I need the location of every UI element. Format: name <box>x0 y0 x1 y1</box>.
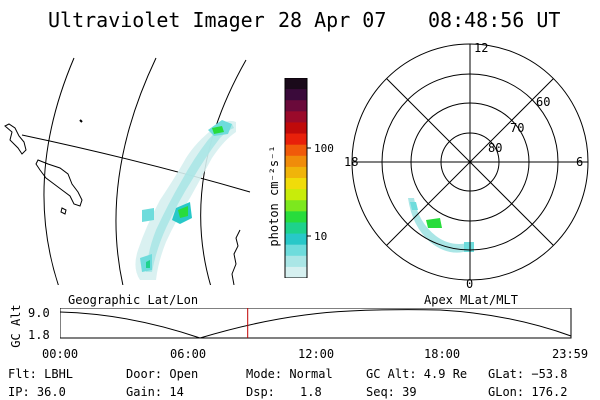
coastline-island <box>60 207 67 215</box>
dsp-label: Dsp: <box>246 385 275 399</box>
colorbar-stop <box>285 166 307 179</box>
mlt-axis <box>386 78 554 246</box>
colorbar-stop <box>285 100 307 112</box>
colorbar-stop <box>285 200 307 212</box>
coastline-mainland <box>231 229 241 285</box>
observation-time: 08:48:56 UT <box>428 8 561 32</box>
colorbar-stop <box>285 144 307 157</box>
gain-info: Gain: 14 <box>126 385 184 399</box>
coastline-south-island <box>35 159 83 207</box>
timeline-left-label: Geographic Lat/Lon <box>68 293 199 307</box>
colorbar-stop <box>285 211 307 223</box>
dsp-value: 1.8 <box>300 385 322 399</box>
lat-label-70: 70 <box>510 121 524 135</box>
timeline-ymin: 1.8 <box>28 328 50 342</box>
meridian-arc <box>43 57 75 285</box>
mlt-label-6: 6 <box>576 155 583 169</box>
meridian-arc <box>200 59 247 285</box>
meridian-arc <box>115 57 157 285</box>
colorbar-tick-10: 10 <box>314 230 327 243</box>
mlt-label-18: 18 <box>344 155 358 169</box>
polar-aurora-core <box>410 202 418 210</box>
colorbar-unit-label: photon cm⁻²s⁻¹ <box>267 145 281 247</box>
colorbar-stop <box>285 178 307 190</box>
colorbar-stop <box>285 111 307 123</box>
seq-info: Seq: 39 <box>366 385 417 399</box>
colorbar-stop <box>285 78 307 90</box>
aurora-emission <box>135 120 236 280</box>
latitude-line <box>21 134 251 193</box>
glat-info: GLat: −53.8 <box>488 367 568 381</box>
aurora-core <box>178 206 188 218</box>
mlt-label-12: 12 <box>474 41 488 55</box>
aurora-core <box>212 126 224 134</box>
timeline-right-label: Apex MLat/MLT <box>424 293 518 307</box>
colorbar-tick-100: 100 <box>314 142 334 155</box>
gcalt-info: GC Alt: 4.9 Re <box>366 367 468 381</box>
lat-label-80: 80 <box>488 141 502 155</box>
polar-plot: 12 0 18 6 60 70 80 <box>344 41 589 290</box>
coastline-north-island <box>4 123 27 155</box>
colorbar: 100 10 <box>284 78 334 278</box>
aurora-band <box>146 124 234 272</box>
colorbar-stop <box>285 122 307 135</box>
mlt-label-0: 0 <box>466 277 473 290</box>
ip-info: IP: 36.0 <box>8 385 66 399</box>
timeline-plot <box>60 308 572 339</box>
timeline-tick-1: 06:00 <box>170 347 207 361</box>
timeline-ymax: 9.0 <box>28 306 50 320</box>
instrument-title: Ultraviolet Imager <box>48 8 265 32</box>
polar-aurora-core <box>426 218 442 228</box>
colorbar-stop <box>285 266 307 278</box>
timeline-tick-0: 00:00 <box>42 347 79 361</box>
colorbar-stop <box>285 133 307 146</box>
timeline-tick-3: 18:00 <box>424 347 461 361</box>
lat-label-60: 60 <box>536 95 550 109</box>
colorbar-stop <box>285 155 307 168</box>
altitude-curve <box>60 309 572 339</box>
timeline-y-label: GC Alt <box>9 304 23 348</box>
polar-aurora-core <box>464 242 474 252</box>
observation-date: 28 Apr 07 <box>278 8 387 32</box>
colorbar-stop <box>285 189 307 201</box>
filter-info: Flt: LBHL <box>8 367 74 381</box>
timeline-tick-2: 12:00 <box>298 347 335 361</box>
door-info: Door: Open <box>126 367 199 381</box>
colorbar-stop <box>285 244 307 257</box>
aurora-core <box>142 208 154 222</box>
map-marker <box>79 119 83 123</box>
colorbar-stop <box>285 222 307 235</box>
glon-info: GLon: 176.2 <box>488 385 568 399</box>
geographic-map <box>4 57 251 285</box>
colorbar-stop <box>285 255 307 268</box>
colorbar-stop <box>285 233 307 246</box>
mode-info: Mode: Normal <box>246 367 333 381</box>
colorbar-stop <box>285 89 307 101</box>
timeline-tick-4: 23:59 <box>552 347 589 361</box>
aurora-core <box>146 260 150 268</box>
